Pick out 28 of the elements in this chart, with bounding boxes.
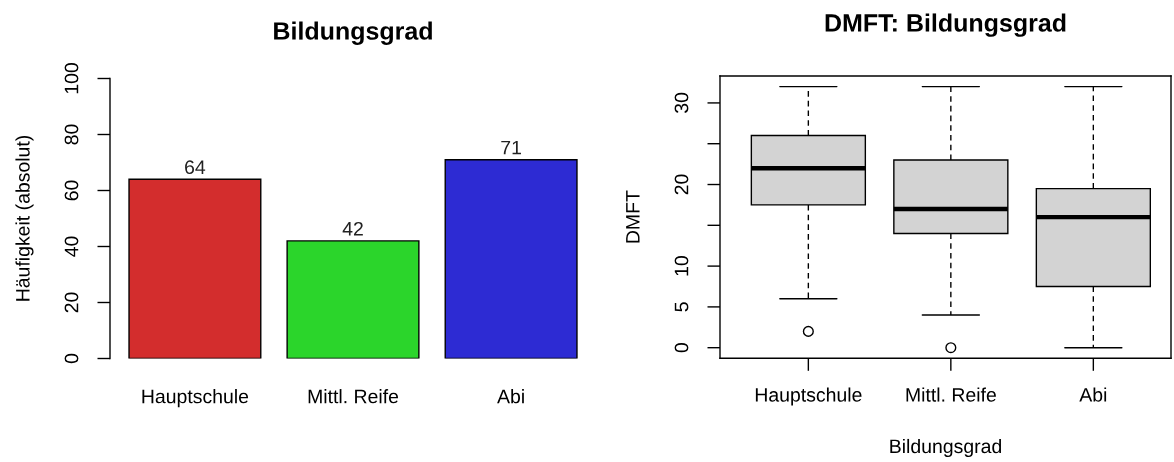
chart-title: Bildungsgrad	[274, 21, 432, 45]
y-tick-label: 0	[64, 353, 79, 364]
data-label: 42	[342, 221, 363, 236]
y-axis-title: Häufigkeit (absolut)	[15, 135, 34, 301]
y-tick-label: 10	[674, 256, 689, 276]
y-tick-label: 80	[64, 124, 79, 145]
data-label: 64	[185, 160, 206, 175]
x-axis-title: Bildungsgrad	[890, 438, 1001, 458]
x-tick-label: Mittl. Reife	[308, 389, 399, 404]
y-tick-label: 30	[674, 92, 689, 113]
y-tick-label: 5	[674, 302, 689, 312]
x-tick-label: Abi	[497, 389, 524, 404]
bar	[444, 159, 578, 359]
bar	[128, 178, 262, 359]
y-tick-label: 40	[64, 236, 79, 257]
data-label: 71	[501, 140, 521, 155]
y-tick-label: 100	[64, 63, 79, 94]
x-tick-label: Hauptschule	[755, 387, 862, 406]
y-tick-label: 60	[64, 180, 79, 201]
bar	[286, 240, 420, 359]
y-tick-label: 0	[674, 343, 689, 353]
x-tick-label: Abi	[1079, 387, 1107, 402]
chart-title: DMFT: Bildungsgrad	[825, 13, 1066, 37]
x-tick-label: Hauptschule	[142, 389, 249, 408]
y-axis-title: DMFT	[626, 190, 640, 243]
y-tick-label: 20	[64, 292, 79, 313]
x-tick-label: Mittl. Reife	[906, 387, 996, 402]
y-tick-label: 20	[674, 174, 689, 195]
